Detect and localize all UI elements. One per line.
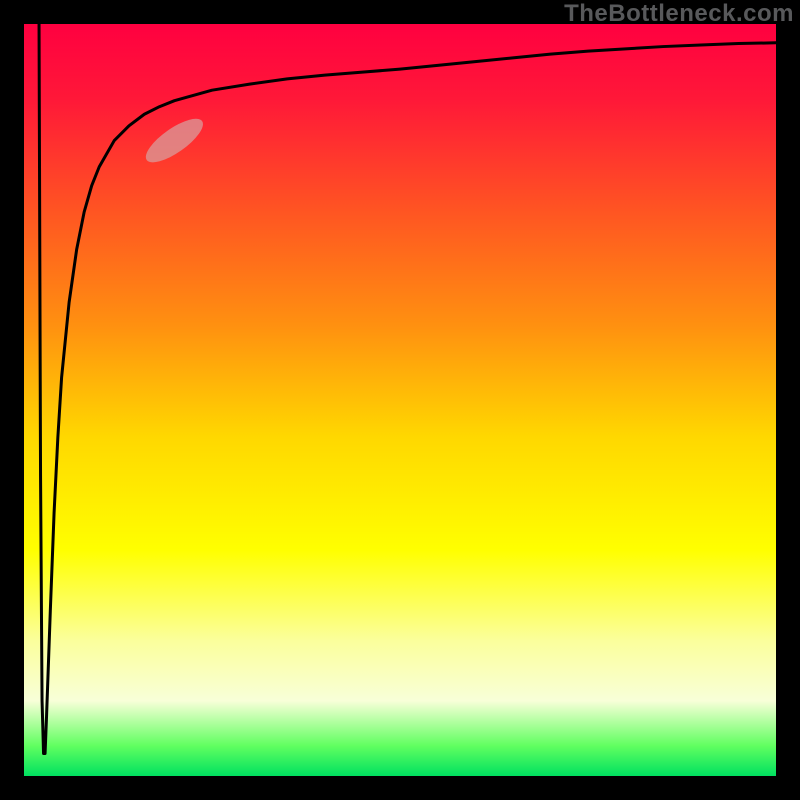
gradient-curve-plot — [24, 24, 776, 776]
chart-frame: TheBottleneck.com — [0, 0, 800, 800]
plot-background — [24, 24, 776, 776]
watermark-text: TheBottleneck.com — [564, 0, 794, 28]
plot-area — [24, 24, 776, 776]
